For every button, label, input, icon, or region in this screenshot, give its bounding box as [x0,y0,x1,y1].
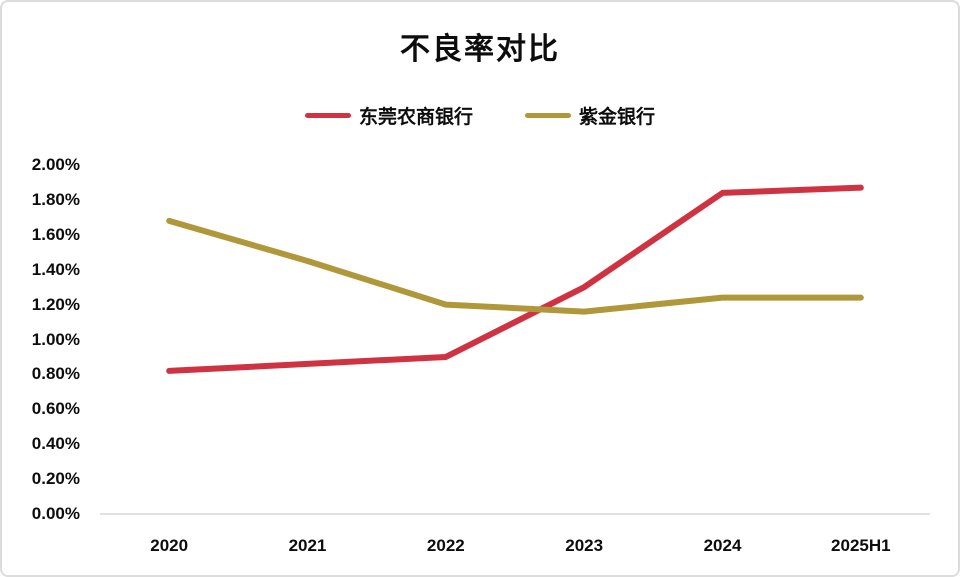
legend-item-zijin: 紫金银行 [525,102,655,129]
y-tick-label: 1.40% [31,259,80,279]
y-tick-label: 0.40% [31,434,80,454]
chart-title: 不良率对比 [400,33,560,66]
y-tick-label: 1.00% [31,329,80,349]
y-tick-label: 1.80% [31,189,80,209]
y-tick-label: 0.80% [31,364,80,384]
x-tick-label: 2021 [288,536,327,555]
x-tick-label: 2020 [150,536,189,555]
series-line-zijin [166,217,864,315]
legend-item-dongguan: 东莞农商银行 [304,102,473,129]
legend-line-swatch-zijin [525,113,571,118]
legend-line-swatch-dongguan [304,113,351,118]
y-tick-label: 1.60% [31,224,80,244]
x-tick-label: 2024 [703,536,742,555]
y-tick-label: 0.60% [31,399,80,419]
y-tick-label: 0.00% [31,504,80,523]
series-line-dongguan [166,184,864,374]
y-tick-label: 1.20% [31,294,80,314]
x-tick-label: 2022 [426,536,465,555]
legend: 东莞农商银行 紫金银行 [2,102,958,129]
x-tick-label: 2025H1 [831,536,891,555]
y-tick-label: 0.20% [31,469,80,489]
x-tick-label: 2023 [565,536,604,555]
legend-label-dongguan: 东莞农商银行 [358,107,473,128]
y-tick-label: 2.00% [31,155,80,174]
legend-label-zijin: 紫金银行 [579,107,656,128]
